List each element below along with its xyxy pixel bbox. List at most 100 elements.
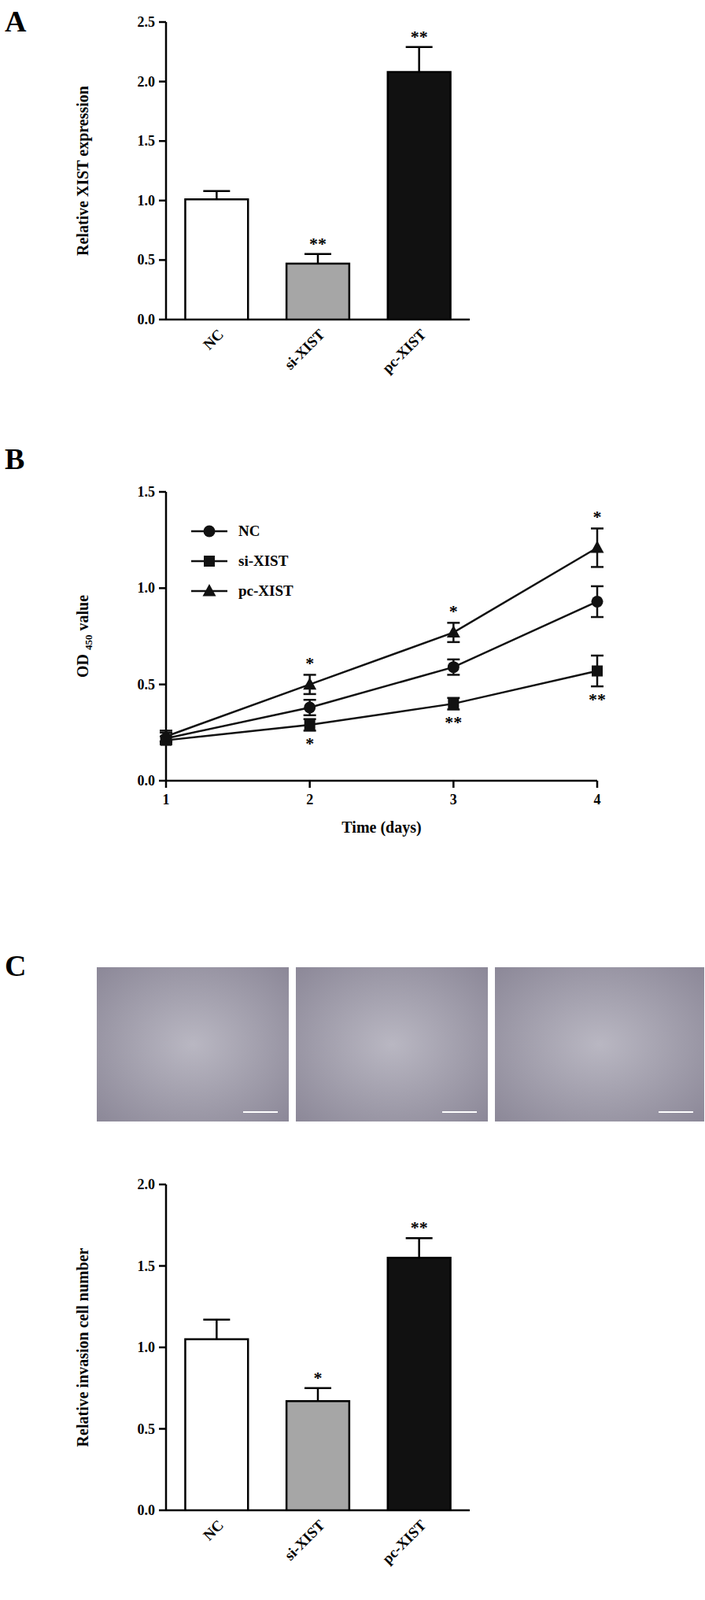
error-bar — [406, 1237, 433, 1258]
series-line — [166, 547, 598, 737]
point — [590, 540, 605, 554]
x-tick-label: 4 — [594, 791, 602, 808]
x-tick-label: pc-XIST — [378, 1516, 429, 1567]
significance: * — [305, 653, 314, 673]
label-part: OD — [73, 649, 92, 678]
error-bar — [446, 697, 460, 710]
x-tick — [452, 780, 455, 788]
error-bar — [590, 527, 604, 567]
point — [304, 719, 316, 731]
error-stem — [215, 191, 218, 200]
x-tick-label: NC — [199, 1516, 227, 1543]
bar — [286, 263, 350, 320]
y-tick — [158, 586, 167, 590]
error-bar — [590, 655, 604, 687]
micrograph — [96, 967, 289, 1122]
point — [159, 729, 174, 742]
error-cap — [590, 565, 604, 569]
panel-label: C — [4, 948, 26, 982]
significance: * — [593, 506, 602, 527]
y-axis — [165, 22, 168, 320]
error-cap — [303, 673, 317, 676]
plot-area — [184, 47, 451, 320]
micrograph — [494, 967, 705, 1122]
y-tick — [158, 199, 167, 203]
x-tick — [308, 780, 311, 788]
plot-area — [184, 1237, 451, 1510]
error-bar — [304, 254, 332, 264]
error-stem — [317, 254, 320, 264]
scale-bar — [442, 1111, 477, 1113]
y-tick — [158, 318, 167, 322]
y-axis-label: Relative invasion cell number — [73, 1247, 92, 1447]
y-tick-label: 2.0 — [137, 73, 156, 90]
error-bar — [203, 1319, 230, 1340]
point — [591, 665, 603, 677]
panel-label: B — [4, 442, 25, 476]
error-bar — [303, 674, 317, 694]
point — [446, 625, 461, 639]
y-tick-label: 1.0 — [137, 1339, 156, 1355]
bar — [184, 1339, 248, 1510]
error-cap — [303, 714, 317, 717]
y-tick-label: 0.5 — [137, 251, 156, 268]
error-bar — [590, 586, 604, 617]
point — [447, 660, 460, 673]
x-tick-label: si-XIST — [280, 325, 329, 373]
legend-label: NC — [238, 522, 260, 539]
error-bar — [303, 719, 317, 731]
error-bar — [304, 1387, 332, 1402]
legend-marker — [203, 525, 216, 538]
y-tick — [158, 258, 167, 262]
error-stem — [417, 1237, 421, 1258]
error-cap — [446, 621, 460, 624]
error-cap — [303, 693, 317, 696]
error-stem — [317, 1387, 320, 1402]
y-tick-label: 0.0 — [137, 772, 156, 789]
y-tick — [158, 682, 167, 686]
error-cap — [203, 189, 230, 192]
y-tick — [158, 21, 167, 24]
bar — [286, 1400, 350, 1510]
plot-area — [159, 527, 605, 746]
y-tick-label: 0.0 — [137, 311, 156, 328]
error-bar — [446, 659, 460, 676]
legend-marker — [203, 583, 217, 597]
x-tick-label: 3 — [450, 791, 458, 808]
error-cap — [304, 253, 332, 256]
y-tick — [158, 1427, 167, 1430]
significance: ** — [444, 712, 462, 732]
error-stem — [215, 1319, 218, 1340]
error-cap — [446, 658, 460, 661]
y-tick-label: 1.5 — [137, 483, 156, 500]
y-tick-label: 0.5 — [137, 676, 156, 693]
error-cap — [590, 654, 604, 658]
error-cap — [303, 698, 317, 702]
y-tick — [158, 490, 167, 494]
error-bar — [446, 622, 460, 642]
significance: ** — [410, 1217, 429, 1237]
legend-marker — [203, 555, 215, 567]
scale-bar — [658, 1111, 694, 1113]
label-part: value — [73, 594, 92, 635]
error-cap — [203, 1318, 230, 1322]
bar — [387, 72, 451, 320]
significance: ** — [309, 233, 327, 254]
error-cap — [446, 673, 460, 676]
error-cap — [446, 641, 460, 644]
error-cap — [590, 585, 604, 588]
series-line — [166, 601, 598, 739]
bar — [387, 1257, 451, 1510]
error-cap — [590, 685, 604, 688]
point — [591, 595, 604, 608]
y-tick-label: 1.0 — [137, 192, 156, 209]
y-axis-label: OD 450 value — [73, 594, 95, 678]
label-subscript: 450 — [82, 634, 95, 651]
y-tick — [158, 1264, 167, 1267]
y-tick-label: 2.0 — [137, 1176, 156, 1193]
point — [447, 697, 459, 709]
x-tick — [165, 780, 168, 788]
significance: ** — [410, 26, 429, 47]
error-stem — [417, 47, 421, 73]
error-bar — [303, 699, 317, 716]
